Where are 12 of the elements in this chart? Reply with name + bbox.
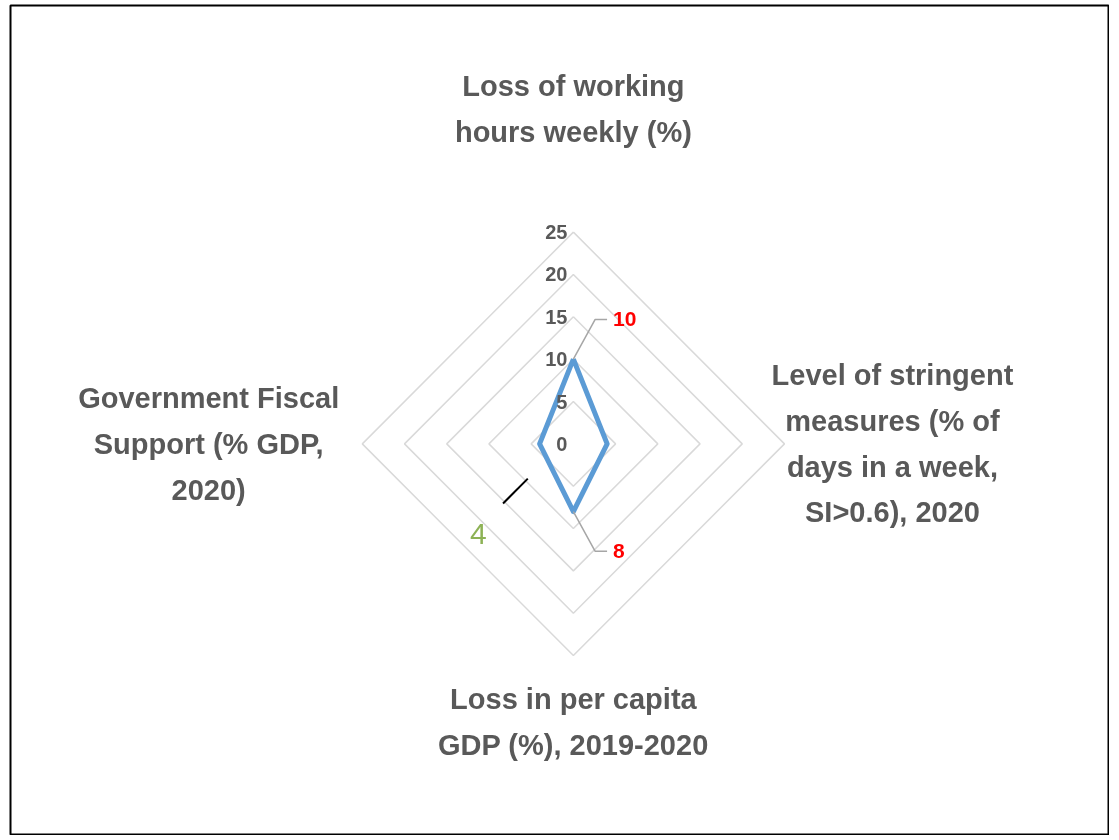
text: 4 (469, 517, 487, 551)
y-tick-label: 20 (545, 263, 568, 286)
spoke-label: Level of stringent measures (% of days in a week, SI>0.6), 2020 (771, 359, 1014, 529)
y-tick-label: 15 (545, 305, 568, 328)
y-tick-label: 10 (545, 348, 568, 371)
y-tick-label: 0 (556, 432, 568, 455)
spoke-label: Loss in per capita GDP (%), 2019-2020 (437, 683, 709, 762)
spoke-label: Loss of working hours weekly (%) (454, 70, 692, 148)
y-tick-label: 25 (545, 221, 568, 244)
data-label: 10 (613, 307, 637, 331)
spoke-label: Government Fiscal Support (% GDP, 2020) (78, 382, 340, 506)
data-label: 8 (613, 539, 626, 563)
